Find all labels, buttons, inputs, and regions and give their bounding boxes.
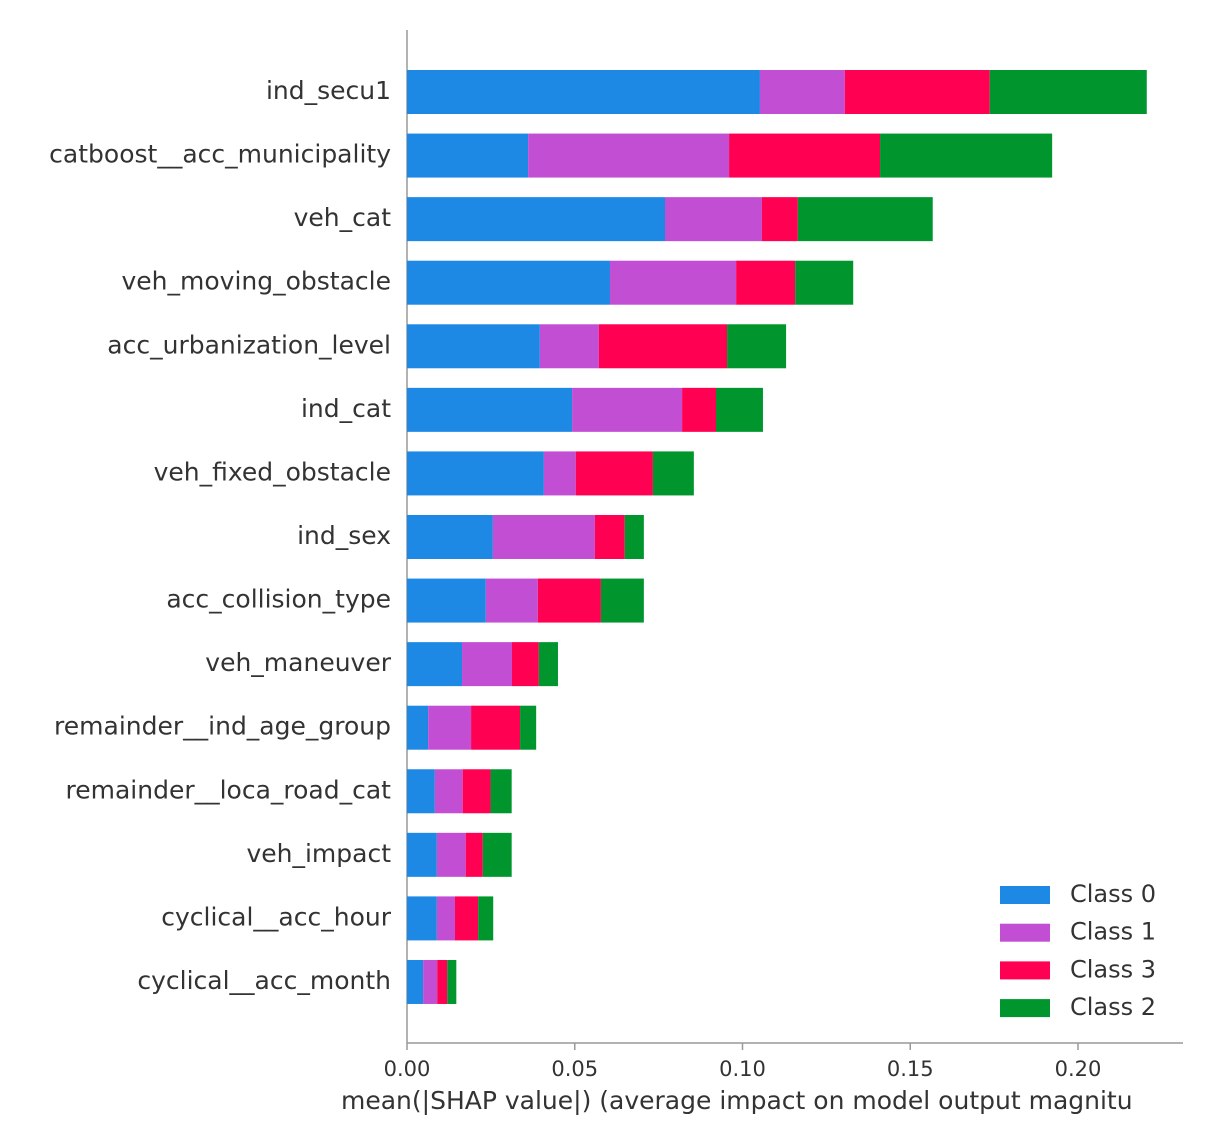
bar-segment [437,959,448,1004]
bar-segment [436,832,466,877]
bar-segment [478,896,494,941]
bar-segment [759,70,845,114]
bar-segment [407,133,529,178]
y-tick-label: veh_cat [294,203,392,232]
bar-segment [600,578,644,623]
y-tick-label: veh_fixed_obstacle [154,457,391,486]
x-axis-label: mean(|SHAP value|) (average impact on mo… [341,1086,1133,1115]
bar-segment [652,451,694,496]
y-tick-label: veh_moving_obstacle [121,267,391,296]
bar-segment [436,896,455,941]
bar-segment [609,260,737,305]
bar-segment [761,197,798,242]
bar-segment [729,133,881,178]
legend-label: Class 2 [1070,993,1156,1021]
bar-segment [454,896,479,941]
y-tick-label: ind_secu1 [266,76,391,105]
bar-segment [989,70,1147,114]
bar-segment [407,769,435,814]
bar-segment [797,197,933,242]
bar-segment [490,769,512,814]
bar-segment [520,705,537,750]
y-tick-label: acc_collision_type [166,585,391,614]
bar-segment [407,642,463,687]
y-tick-label: ind_cat [301,394,391,423]
bar-segment [539,324,599,369]
legend-label: Class 3 [1070,955,1156,983]
bar-segment [485,578,538,623]
legend-label: Class 0 [1070,880,1156,908]
bar-segment [594,514,625,559]
y-tick-label: ind_sex [297,521,391,550]
bar-segment [575,451,653,496]
bar-segment [682,387,716,432]
legend-label: Class 1 [1070,918,1156,946]
bar-segment [462,769,491,814]
y-tick-label: acc_urbanization_level [107,330,391,359]
bar-segment [407,70,760,114]
bar-segment [795,260,854,305]
bar-segment [447,959,457,1004]
y-tick-label: cyclical__acc_hour [161,902,391,931]
x-tick-label: 0.05 [551,1057,598,1081]
bar-segment [543,451,576,496]
y-tick-label: veh_impact [246,839,391,868]
bar-segment [492,514,595,559]
y-tick-label: veh_maneuver [205,648,391,677]
bar-segment [407,387,573,432]
y-tick-label: catboost__acc_municipality [49,140,391,169]
y-tick-label: remainder__loca_road_cat [66,775,392,804]
bar-segment [572,387,683,432]
bar-segment [407,514,493,559]
bar-segment [407,324,540,369]
bar-segment [407,578,486,623]
bar-segment [736,260,796,305]
x-tick-label: 0.20 [1055,1057,1102,1081]
bar-segment [844,70,990,114]
bar-segment [428,705,472,750]
legend-swatch [1000,886,1050,904]
bar-segment [423,959,438,1004]
legend-swatch [1000,961,1050,980]
bar-segment [465,832,483,877]
bar-segment [537,578,601,623]
bar-segment [624,514,644,559]
bar-segment [512,642,539,687]
bar-segment [407,197,665,242]
bar-segment [598,324,728,369]
bar-segment [715,387,763,432]
bar-segment [880,133,1053,178]
x-tick-label: 0.00 [384,1057,431,1081]
x-tick-label: 0.10 [719,1057,766,1081]
bar-segment [727,324,787,369]
bar-segment [434,769,463,814]
bar-segment [528,133,730,178]
bar-segment [538,642,558,687]
legend-swatch [1000,923,1050,942]
bar-segment [462,642,513,687]
bar-segment [471,705,521,750]
bar-segment [407,451,544,496]
bar-segment [482,832,512,877]
bar-segment [664,197,762,242]
bar-segment [407,705,429,750]
x-tick-label: 0.15 [887,1057,934,1081]
y-tick-label: remainder__ind_age_group [54,712,391,741]
bar-segment [407,959,424,1004]
y-tick-label: cyclical__acc_month [137,966,391,995]
legend-swatch [1000,999,1050,1018]
bar-segment [407,896,437,941]
bar-segment [407,260,610,305]
bar-segment [407,832,437,877]
